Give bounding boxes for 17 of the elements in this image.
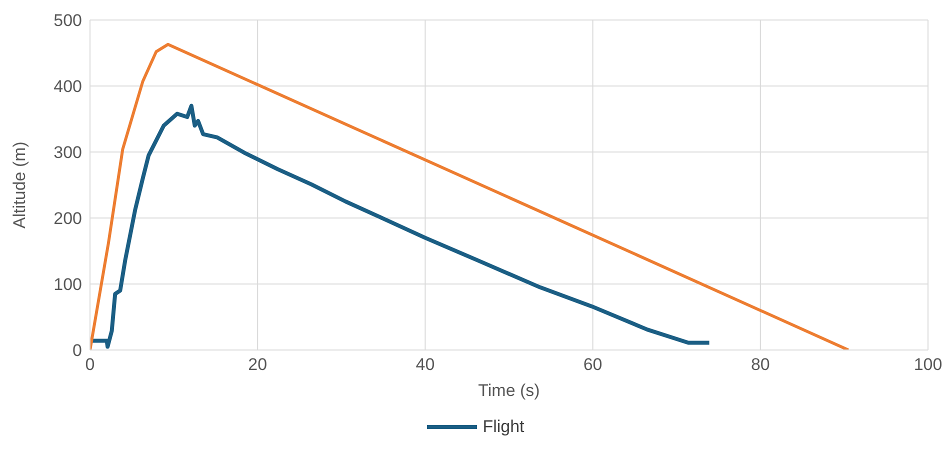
y-tick-label: 0 (72, 341, 82, 360)
x-axis-title: Time (s) (478, 381, 540, 400)
y-tick-label: 400 (54, 77, 82, 96)
x-tick-label: 40 (416, 355, 435, 374)
y-tick-label: 100 (54, 275, 82, 294)
y-axis-title: Altitude (m) (10, 142, 30, 228)
x-tick-label: 100 (914, 355, 942, 374)
line-series (90, 42, 850, 350)
line-series (90, 104, 712, 349)
y-tick-label: 300 (54, 143, 82, 162)
x-tick-label: 60 (583, 355, 602, 374)
x-tick-label: 80 (750, 355, 770, 374)
x-tick-label: 0 (85, 355, 95, 374)
y-tick-label: 200 (54, 209, 82, 228)
y-tick-label: 500 (54, 11, 82, 30)
legend-label: Flight (482, 417, 524, 437)
x-tick-label: 20 (248, 355, 268, 374)
